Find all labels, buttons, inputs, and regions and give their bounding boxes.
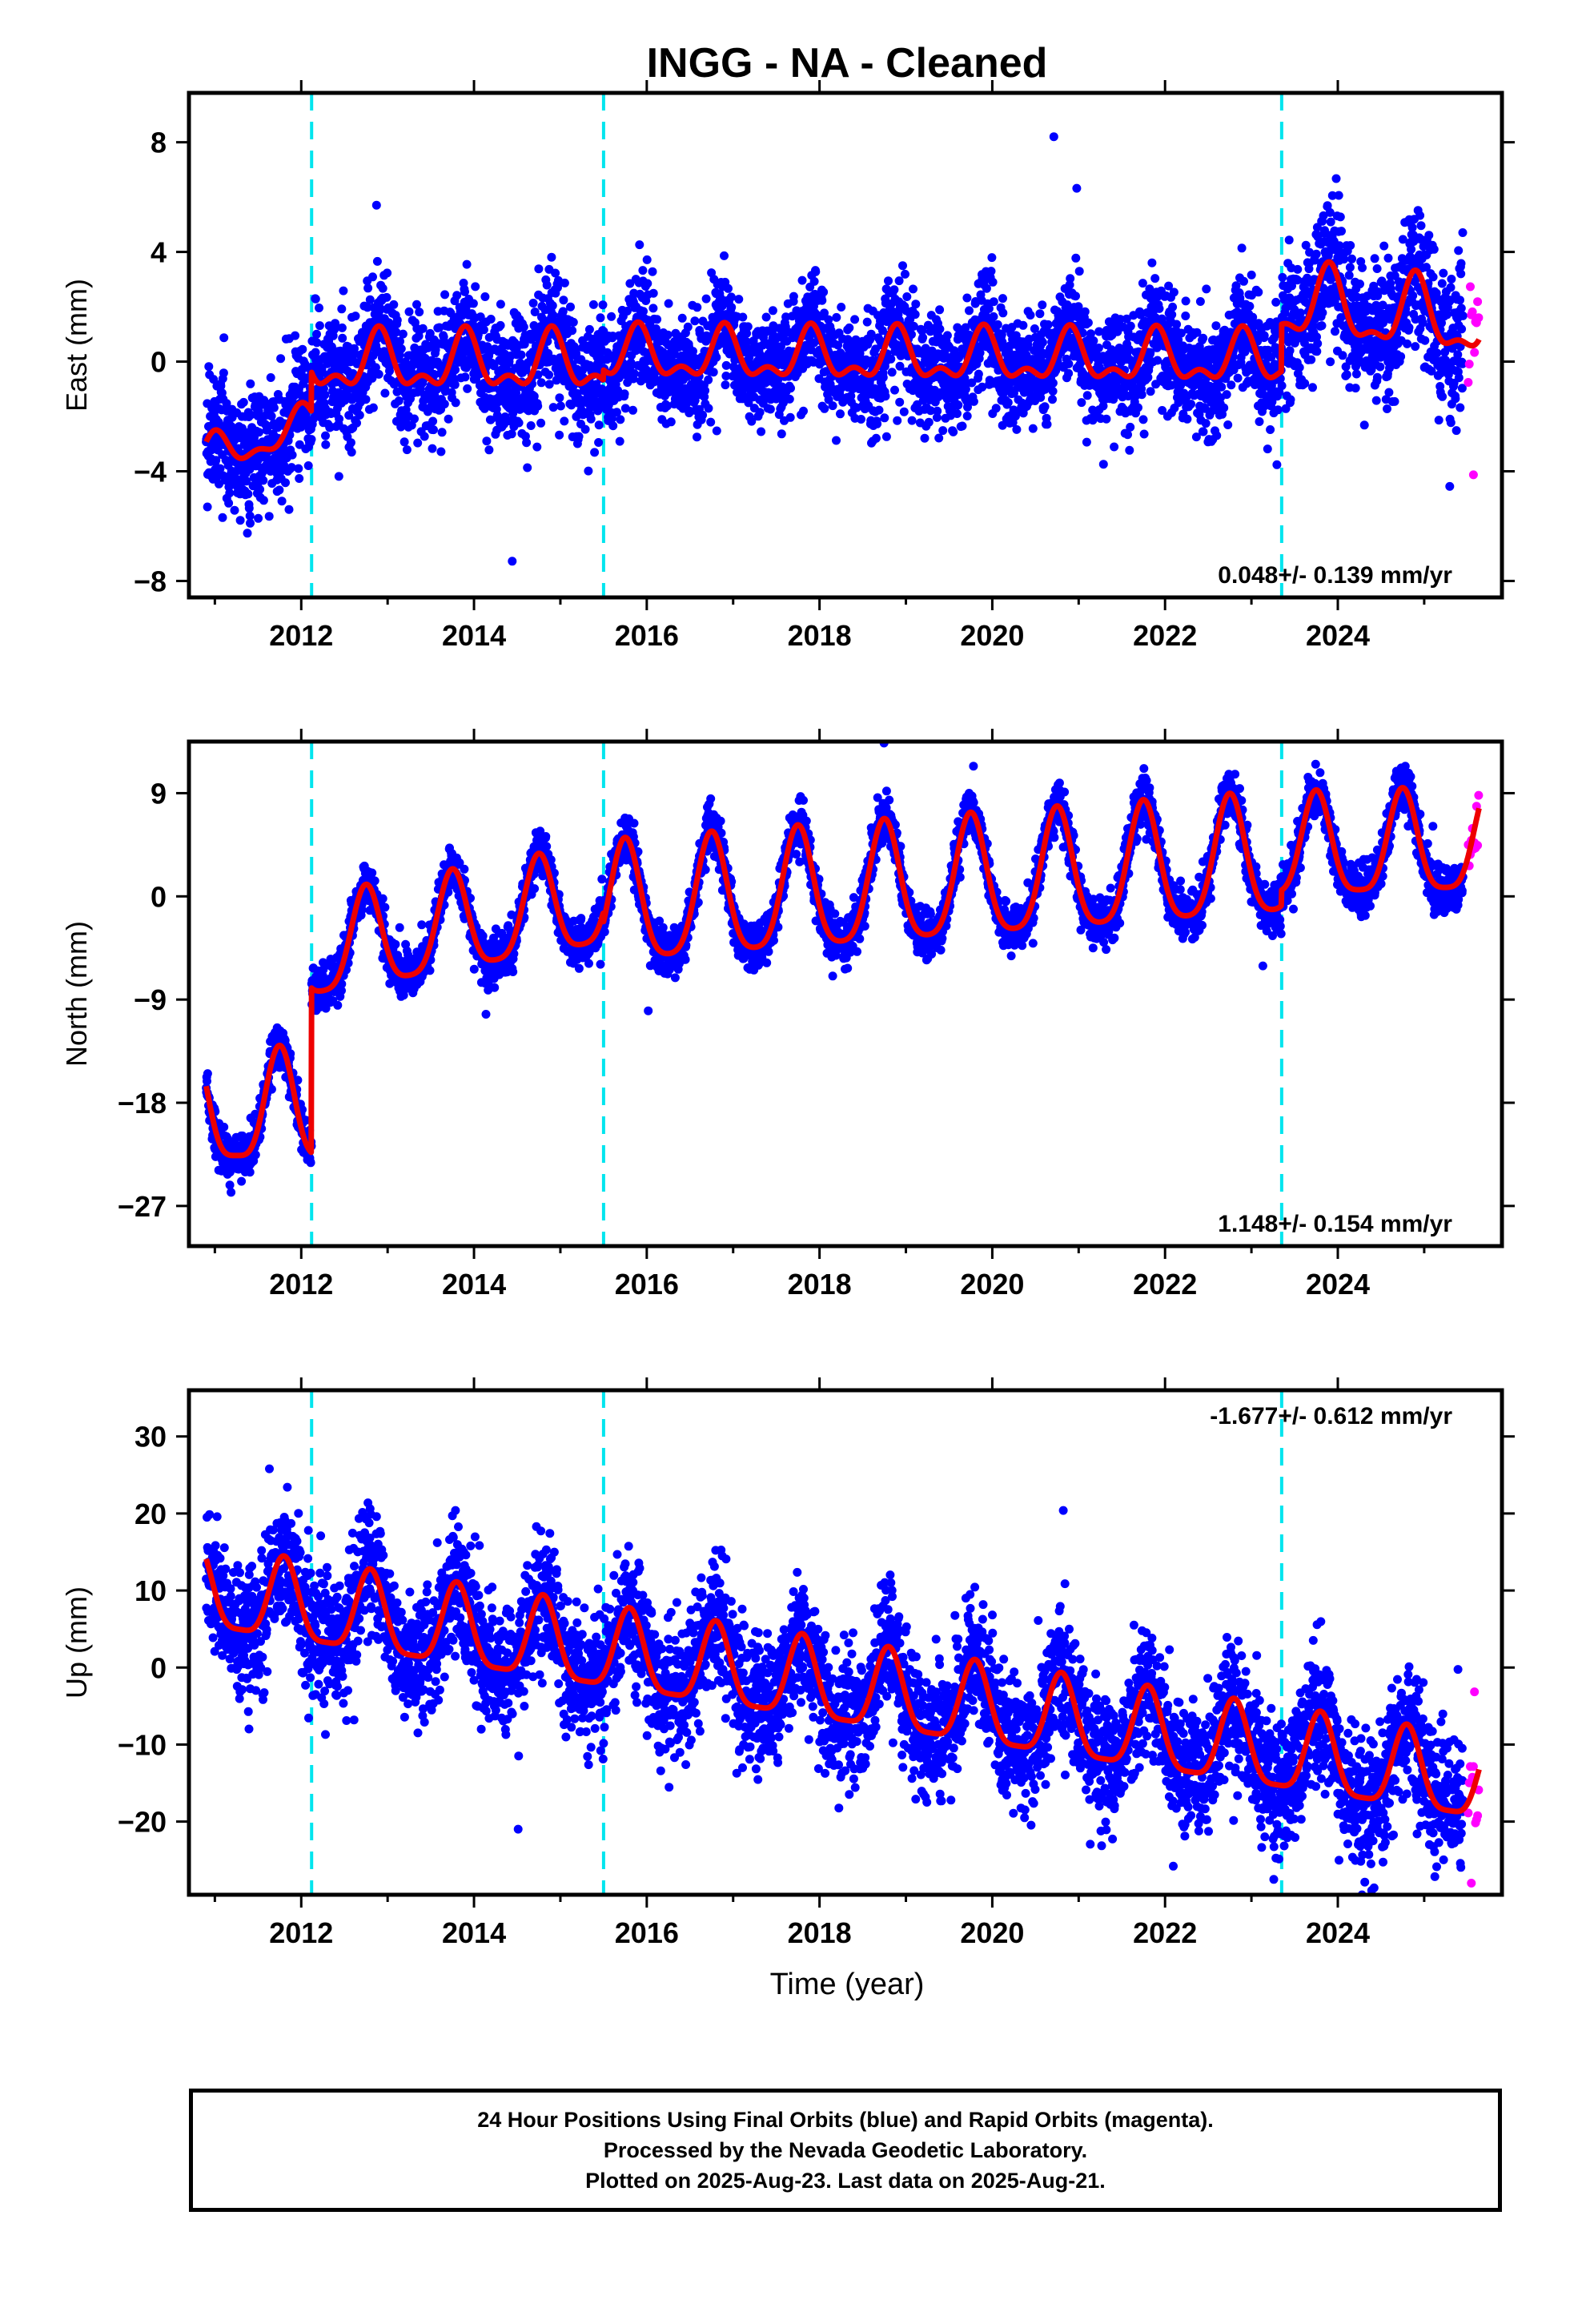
up-velocity-label: -1.677+/- 0.612 mm/yr xyxy=(1210,1403,1452,1429)
east-panel: 2012 2014 2016 2018 2020 2022 2024 −8 −4 0 4 8 East … xyxy=(60,80,1515,652)
up-model-fit-line xyxy=(203,1553,1482,1815)
up-x-tick-label: 2020 xyxy=(960,1916,1024,1949)
east-y-tick-label: −8 xyxy=(134,565,167,597)
east-x-tick-label: 2012 xyxy=(269,619,333,652)
up-x-tick-label: 2022 xyxy=(1133,1916,1197,1949)
north-x-tick-label: 2022 xyxy=(1133,1268,1197,1301)
footer-line-2: Processed by the Nevada Geodetic Laborat… xyxy=(603,2138,1088,2162)
north-model-fit-line xyxy=(203,785,1482,1159)
north-y-tick-label: −27 xyxy=(118,1190,167,1223)
north-x-tick-label: 2024 xyxy=(1306,1268,1370,1301)
north-x-tick-label: 2012 xyxy=(269,1268,333,1301)
up-x-tick-label: 2014 xyxy=(442,1916,506,1949)
up-y-tick-label: 10 xyxy=(135,1574,167,1607)
north-y-axis-label: North (mm) xyxy=(60,921,93,1067)
east-y-tick-label: 4 xyxy=(151,236,167,269)
east-y-tick-label: 8 xyxy=(151,127,167,159)
east-model-fit-line xyxy=(203,259,1482,461)
east-y-tick-label: −4 xyxy=(134,456,167,489)
east-final-orbit-scatter xyxy=(202,132,1468,566)
north-y-tick-label: −18 xyxy=(118,1087,167,1120)
footer-note: 24 Hour Positions Using Final Orbits (bl… xyxy=(189,2089,1502,2212)
north-axes-frame xyxy=(187,739,1504,1248)
x-axis-label: Time (year) xyxy=(770,1968,925,2001)
east-x-tick-label: 2016 xyxy=(615,619,679,652)
north-plot-area xyxy=(202,742,1484,1246)
east-x-tick-label: 2014 xyxy=(442,619,506,652)
up-x-tick-label: 2012 xyxy=(269,1916,333,1949)
footer-line-3: Plotted on 2025-Aug-23. Last data on 202… xyxy=(585,2169,1106,2193)
east-rapid-orbit-scatter xyxy=(1464,282,1484,480)
up-y-tick-label: −10 xyxy=(118,1728,167,1761)
north-y-tick-label: −9 xyxy=(134,983,167,1016)
up-y-tick-label: −20 xyxy=(118,1806,167,1839)
up-y-axis-label: Up (mm) xyxy=(60,1586,93,1699)
chart-title: INGG - NA - Cleaned xyxy=(647,40,1048,86)
east-x-tick-label: 2022 xyxy=(1133,619,1197,652)
up-x-tick-label: 2018 xyxy=(788,1916,852,1949)
east-x-tick-label: 2020 xyxy=(960,619,1024,652)
up-plot-area xyxy=(202,1390,1484,1895)
up-x-tick-label: 2016 xyxy=(615,1916,679,1949)
north-x-tick-label: 2020 xyxy=(960,1268,1024,1301)
east-final-orbit-points xyxy=(202,132,1468,566)
east-velocity-label: 0.048+/- 0.139 mm/yr xyxy=(1218,562,1452,589)
up-y-tick-label: 0 xyxy=(151,1651,167,1684)
north-x-tick-label: 2014 xyxy=(442,1268,506,1301)
north-x-tick-label: 2016 xyxy=(615,1268,679,1301)
footer-line-1: 24 Hour Positions Using Final Orbits (bl… xyxy=(477,2108,1214,2132)
up-panel: 2012 2014 2016 2018 2020 2022 2024 −20 −10 0 10 20 3… xyxy=(60,1377,1515,1949)
east-x-tick-label: 2024 xyxy=(1306,619,1370,652)
up-y-tick-label: 20 xyxy=(135,1498,167,1530)
up-rapid-orbit-scatter xyxy=(1464,1687,1484,1888)
east-axes-frame xyxy=(187,90,1504,600)
east-y-axis-label: East (mm) xyxy=(60,279,93,412)
up-y-tick-label: 30 xyxy=(135,1421,167,1454)
north-x-tick-label: 2018 xyxy=(788,1268,852,1301)
up-axes-frame xyxy=(187,1388,1504,1897)
north-y-tick-label: 9 xyxy=(151,777,167,810)
east-x-tick-label: 2018 xyxy=(788,619,852,652)
north-y-tick-label: 0 xyxy=(151,880,167,913)
north-panel: 2012 2014 2016 2018 2020 2022 2024 −27 −18 −9 0 9 No… xyxy=(60,729,1515,1301)
north-velocity-label: 1.148+/- 0.154 mm/yr xyxy=(1218,1211,1452,1237)
east-y-tick-label: 0 xyxy=(151,346,167,379)
up-x-tick-label: 2024 xyxy=(1306,1916,1370,1949)
east-plot-area xyxy=(202,93,1484,597)
